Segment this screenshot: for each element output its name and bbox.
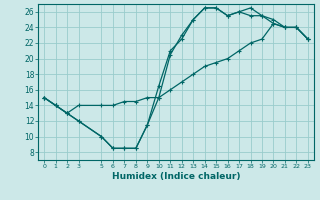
X-axis label: Humidex (Indice chaleur): Humidex (Indice chaleur) xyxy=(112,172,240,181)
